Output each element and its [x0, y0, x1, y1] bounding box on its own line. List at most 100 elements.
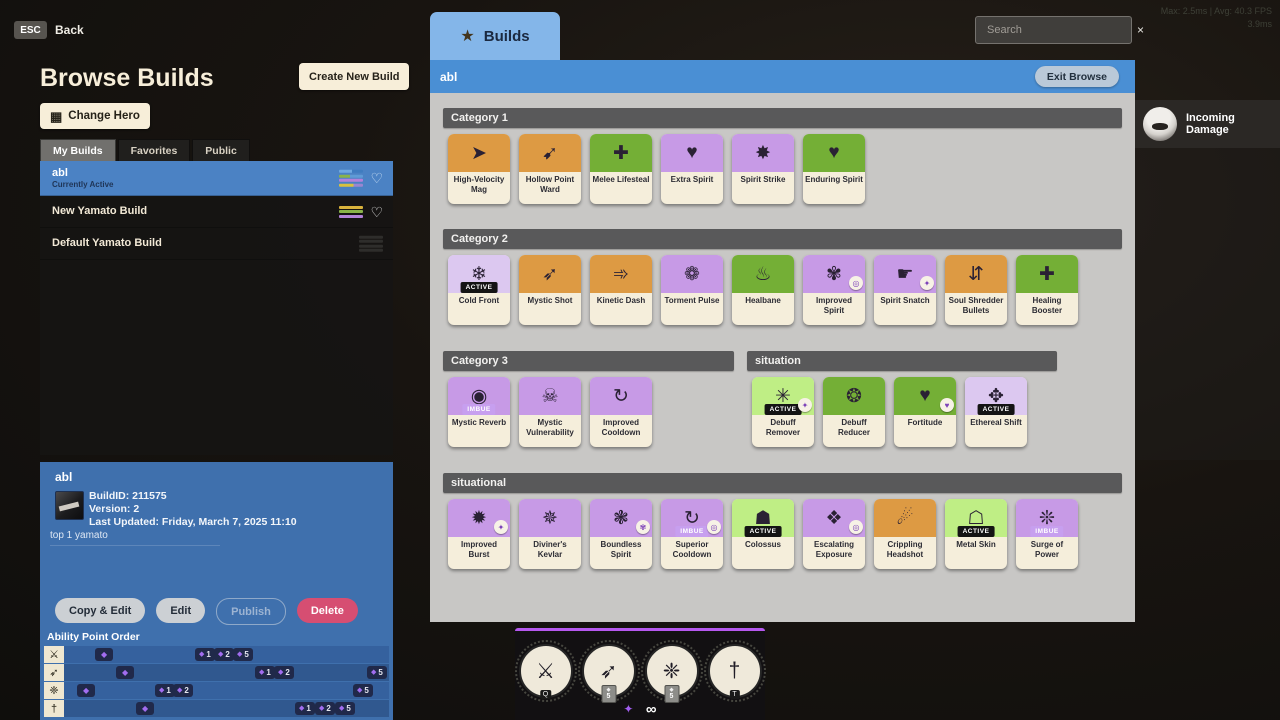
- diamond-icon: ◆: [319, 705, 325, 712]
- item-card-debuff-reducer[interactable]: ❂ Debuff Reducer: [823, 377, 885, 447]
- item-name: Kinetic Dash: [596, 296, 646, 305]
- item-card-fortitude[interactable]: ♥ ♥ Fortitude: [894, 377, 956, 447]
- delete-button[interactable]: Delete: [296, 598, 358, 623]
- ability-orb-2[interactable]: ➶ ◆ 5: [577, 640, 640, 703]
- ability-point-marker: ◆: [116, 666, 135, 679]
- build-row-new-yamato-build[interactable]: New Yamato Build ♡: [40, 196, 393, 228]
- ability-order-row-flying-strike: ➶ ◆ ◆ 1 ◆ 2 ◆ 5: [44, 664, 389, 681]
- marker-level: 2: [285, 667, 290, 677]
- favorite-icon[interactable]: ♡: [370, 203, 383, 220]
- back-button[interactable]: Back: [55, 23, 84, 37]
- item-card-superior-cooldown[interactable]: ↻ IMBUE ◎ Superior Cooldown: [661, 499, 723, 569]
- edit-button[interactable]: Edit: [156, 598, 206, 623]
- debuff-reducer-icon: ❂: [823, 377, 885, 415]
- soul-shredder-bullets-icon: ⇵: [945, 255, 1007, 293]
- item-card-kinetic-dash[interactable]: ➾ Kinetic Dash: [590, 255, 652, 325]
- active-badge: ACTIVE: [957, 526, 995, 537]
- tab-public[interactable]: Public: [192, 139, 250, 163]
- improved-cooldown-icon: ↻: [590, 377, 652, 415]
- item-card-improved-burst[interactable]: ✹ ✦ Improved Burst: [448, 499, 510, 569]
- exit-browse-button[interactable]: Exit Browse: [1034, 66, 1119, 87]
- category-cards: ➤ High-Velocity Mag ➹ Hollow Point Ward ✚ Mel…: [443, 128, 1122, 204]
- perf-overlay: Max: 2.5ms | Avg: 40.3 FPS 3.9ms: [1161, 5, 1272, 31]
- item-card-soul-shredder-bullets[interactable]: ⇵ Soul Shredder Bullets: [945, 255, 1007, 325]
- item-card-healing-booster[interactable]: ✚ Healing Booster: [1016, 255, 1078, 325]
- build-row-default-yamato-build[interactable]: Default Yamato Build: [40, 228, 393, 260]
- item-card-torment-pulse[interactable]: ❁ Torment Pulse: [661, 255, 723, 325]
- item-name: Debuff Reducer: [837, 418, 870, 437]
- item-sub-icon: ◎: [707, 520, 721, 534]
- diamond-icon: ◆: [299, 705, 305, 712]
- category-header: Category 3: [443, 351, 734, 371]
- marker-level: 2: [326, 703, 331, 713]
- ability-point-marker: ◆ 2: [214, 648, 234, 661]
- build-meta: BuildID: 211575 Version: 2 Last Updated:…: [89, 490, 297, 529]
- item-card-hollow-point-ward[interactable]: ➹ Hollow Point Ward: [519, 134, 581, 204]
- shadow-transformation-icon: †: [44, 700, 64, 717]
- item-card-enduring-spirit[interactable]: ♥ Enduring Spirit: [803, 134, 865, 204]
- stripe-bar: [339, 205, 364, 209]
- build-name: abl: [55, 470, 73, 484]
- change-hero-button[interactable]: ▦ Change Hero: [40, 103, 150, 129]
- item-card-crippling-headshot[interactable]: ☄ Crippling Headshot: [874, 499, 936, 569]
- category-cards: ✹ ✦ Improved Burst ✵ Diviner's Kevlar ❃ ✾ Bound…: [443, 493, 1122, 569]
- flying-strike-icon: ➶: [44, 664, 64, 681]
- item-card-diviner-s-kevlar[interactable]: ✵ Diviner's Kevlar: [519, 499, 581, 569]
- item-name: Improved Burst: [460, 540, 497, 559]
- publish-button[interactable]: Publish: [216, 598, 286, 625]
- item-card-ethereal-shift[interactable]: ✥ ACTIVE Ethereal Shift: [965, 377, 1027, 447]
- right-hud-strip: [1135, 148, 1280, 460]
- category-section-category-3: Category 3 ◉ IMBUE Mystic Reverb ☠ Mystic Vul…: [443, 351, 734, 447]
- item-card-colossus[interactable]: ☗ ACTIVE Colossus: [732, 499, 794, 569]
- favorite-icon[interactable]: ♡: [370, 170, 383, 186]
- item-card-mystic-shot[interactable]: ➶ Mystic Shot: [519, 255, 581, 325]
- clear-search-icon[interactable]: ×: [1137, 23, 1145, 37]
- item-name: Mystic Vulnerability: [526, 418, 574, 437]
- item-card-debuff-remover[interactable]: ✳ ACTIVE ✦ Debuff Remover: [752, 377, 814, 447]
- ability-glyph-icon: ⚔: [536, 659, 555, 683]
- ability-orb-4[interactable]: † T: [703, 640, 766, 702]
- search-box: ×: [975, 16, 1144, 44]
- item-card-high-velocity-mag[interactable]: ➤ High-Velocity Mag: [448, 134, 510, 204]
- item-name: Soul Shredder Bullets: [948, 296, 1004, 315]
- active-badge: ACTIVE: [764, 404, 802, 415]
- ability-orb-3[interactable]: ❈ ◆ 5: [640, 640, 703, 703]
- diamond-icon: ◆: [142, 703, 149, 713]
- search-input[interactable]: [985, 23, 1131, 37]
- item-card-spirit-strike[interactable]: ✸ Spirit Strike: [732, 134, 794, 204]
- item-sub-icon: ◎: [849, 276, 863, 290]
- marker-level: 2: [184, 685, 189, 695]
- build-row-abl[interactable]: abl Currently Active ♡: [40, 161, 393, 196]
- item-card-boundless-spirit[interactable]: ❃ ✾ Boundless Spirit: [590, 499, 652, 569]
- esc-key-badge[interactable]: ESC: [14, 21, 47, 39]
- tab-my-builds[interactable]: My Builds: [40, 139, 116, 163]
- category-header: Category 1: [443, 108, 1122, 128]
- marker-level: 1: [266, 667, 271, 677]
- item-card-mystic-reverb[interactable]: ◉ IMBUE Mystic Reverb: [448, 377, 510, 447]
- item-name: Improved Spirit: [815, 296, 852, 315]
- item-card-cold-front[interactable]: ❄ ACTIVE Cold Front: [448, 255, 510, 325]
- marker-level: 5: [378, 667, 383, 677]
- item-card-improved-spirit[interactable]: ✾ ◎ Improved Spirit: [803, 255, 865, 325]
- tab-favorites[interactable]: Favorites: [117, 139, 191, 163]
- item-card-extra-spirit[interactable]: ♥ Extra Spirit: [661, 134, 723, 204]
- ability-orb-1[interactable]: ⚔ Q: [514, 640, 577, 702]
- item-card-surge-of-power[interactable]: ❊ IMBUE Surge of Power: [1016, 499, 1078, 569]
- item-card-metal-skin[interactable]: ☖ ACTIVE Metal Skin: [945, 499, 1007, 569]
- incoming-damage-panel: Incoming Damage: [1135, 100, 1280, 148]
- stripe-bar: [339, 169, 364, 173]
- copy-edit-button[interactable]: Copy & Edit: [55, 598, 146, 623]
- create-new-build-button[interactable]: Create New Build: [299, 63, 410, 90]
- build-list: abl Currently Active ♡ New Yamato Build ♡ Def…: [40, 161, 393, 455]
- item-card-spirit-snatch[interactable]: ☛ ✦ Spirit Snatch: [874, 255, 936, 325]
- ability-lock-badge: ◆ 5: [664, 685, 679, 703]
- tab-builds[interactable]: ★ Builds: [430, 12, 560, 60]
- high-velocity-mag-icon: ➤: [448, 134, 510, 172]
- item-name: Healing Booster: [1031, 296, 1063, 315]
- item-card-melee-lifesteal[interactable]: ✚ Melee Lifesteal: [590, 134, 652, 204]
- item-card-healbane[interactable]: ♨ Healbane: [732, 255, 794, 325]
- item-card-improved-cooldown[interactable]: ↻ Improved Cooldown: [590, 377, 652, 447]
- item-card-mystic-vulnerability[interactable]: ☠ Mystic Vulnerability: [519, 377, 581, 447]
- active-badge: ACTIVE: [460, 282, 498, 293]
- item-card-escalating-exposure[interactable]: ❖ ◎ Escalating Exposure: [803, 499, 865, 569]
